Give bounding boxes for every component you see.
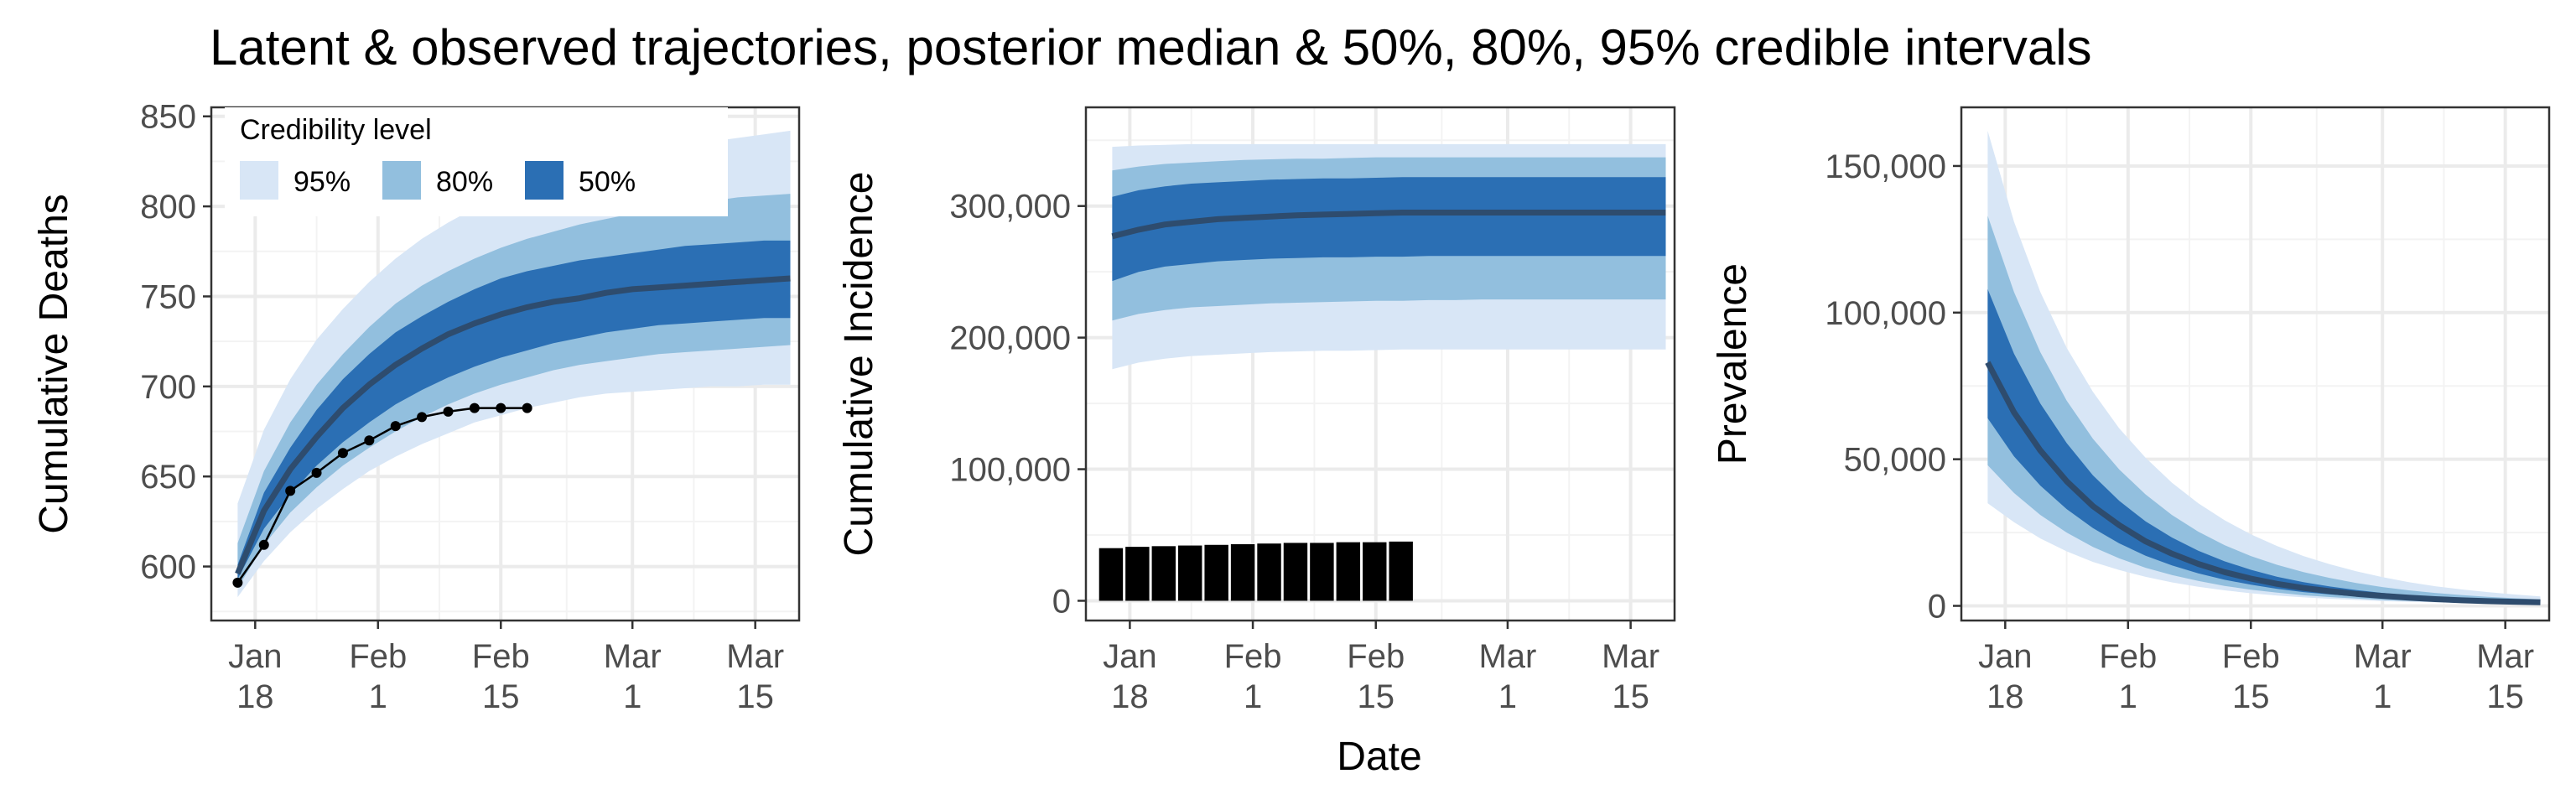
x-tick-label-month: Feb xyxy=(1347,638,1405,675)
x-tick-label-month: Feb xyxy=(2222,638,2280,675)
x-tick-label-day: 18 xyxy=(1987,678,2024,715)
y-tick-label: 300,000 xyxy=(949,189,1071,226)
y-tick-label: 0 xyxy=(1928,589,1946,626)
x-tick-label-day: 15 xyxy=(1358,678,1395,715)
observed-point xyxy=(522,402,532,413)
observed-bar xyxy=(1257,543,1281,601)
observed-bar xyxy=(1336,542,1361,601)
y-tick-label: 650 xyxy=(140,459,196,496)
observed-bar xyxy=(1178,545,1202,601)
observed-point xyxy=(390,421,401,432)
x-tick-label-month: Mar xyxy=(604,638,662,675)
observed-bar xyxy=(1204,544,1228,601)
band-50 xyxy=(1112,177,1666,282)
x-tick-label-day: 1 xyxy=(623,678,641,715)
median-line xyxy=(1985,361,2541,605)
observed-point xyxy=(337,448,348,459)
observed-bar xyxy=(1230,543,1255,601)
x-tick-label-month: Mar xyxy=(1602,638,1659,675)
band-50 xyxy=(237,240,791,579)
panel-border xyxy=(1960,106,2551,622)
x-tick-label-month: Feb xyxy=(472,638,530,675)
observed-point xyxy=(364,435,375,446)
legend: Credibility level 95% 80% 50% xyxy=(225,107,728,216)
observed-bar xyxy=(1098,548,1124,601)
observed-point xyxy=(285,486,296,496)
x-tick-label-day: 18 xyxy=(236,678,274,715)
y-tick-label: 750 xyxy=(140,278,196,315)
observed-bar xyxy=(1125,547,1150,601)
y-tick-label: 850 xyxy=(140,99,196,136)
x-tick-label-month: Jan xyxy=(228,638,283,675)
x-tick-label-day: 1 xyxy=(369,678,387,715)
y-tick-label: 600 xyxy=(140,549,196,586)
y-tick-label: 150,000 xyxy=(1825,148,1946,185)
x-tick-label-month: Mar xyxy=(2354,638,2412,675)
x-tick-label-day: 1 xyxy=(2373,678,2392,715)
observed-point xyxy=(258,539,269,550)
legend-key-95 xyxy=(240,161,278,200)
band-50 xyxy=(1987,288,2541,603)
legend-key-80 xyxy=(382,161,421,200)
y-axis-title: Cumulative Deaths xyxy=(32,194,76,534)
y-tick-label: 200,000 xyxy=(949,320,1071,357)
observed-point xyxy=(496,402,506,413)
legend-label-50: 50% xyxy=(579,166,636,198)
legend-key-50 xyxy=(525,161,564,200)
legend-label-95: 95% xyxy=(293,166,351,198)
y-tick-label: 100,000 xyxy=(949,452,1071,489)
x-tick-label-month: Jan xyxy=(1978,638,2033,675)
observed-point xyxy=(443,406,454,417)
figure-title: Latent & observed trajectories, posterio… xyxy=(210,19,2092,75)
x-tick-label-day: 15 xyxy=(2232,678,2270,715)
x-tick-label-month: Mar xyxy=(1478,638,1536,675)
y-tick-label: 100,000 xyxy=(1825,295,1946,332)
legend-background xyxy=(225,107,728,216)
x-axis-title: Date xyxy=(1337,735,1421,779)
x-tick-label-day: 1 xyxy=(1244,678,1262,715)
observed-bar xyxy=(1283,543,1308,601)
y-axis-title: Cumulative Incidence xyxy=(837,172,881,557)
x-tick-label-day: 1 xyxy=(1498,678,1517,715)
observed-point xyxy=(311,467,322,478)
panel-border xyxy=(1084,106,1676,622)
x-tick-label-month: Mar xyxy=(2476,638,2534,675)
panel-prevalence: 050,000100,000150,000Jan18Feb1Feb15Mar1M… xyxy=(1711,106,2551,715)
observed-point xyxy=(232,577,243,588)
x-tick-label-month: Feb xyxy=(349,638,407,675)
observed-point xyxy=(417,412,428,423)
legend-label-80: 80% xyxy=(436,166,493,198)
x-tick-label-month: Feb xyxy=(1224,638,1282,675)
y-tick-label: 0 xyxy=(1052,583,1071,620)
x-tick-label-day: 15 xyxy=(2486,678,2524,715)
median-line xyxy=(235,275,791,575)
panel-cumulative-incidence: 0100,000200,000300,000Jan18Feb1Feb15Mar1… xyxy=(837,106,1676,715)
x-tick-label-day: 15 xyxy=(482,678,520,715)
x-tick-label-month: Mar xyxy=(726,638,784,675)
x-tick-label-day: 15 xyxy=(1612,678,1649,715)
x-tick-label-month: Feb xyxy=(2099,638,2157,675)
y-tick-label: 700 xyxy=(140,369,196,406)
y-tick-label: 800 xyxy=(140,189,196,226)
y-tick-label: 50,000 xyxy=(1844,442,1946,479)
legend-title: Credibility level xyxy=(240,114,432,146)
observed-bar xyxy=(1151,546,1176,601)
observed-bar xyxy=(1363,542,1387,601)
x-tick-label-day: 18 xyxy=(1111,678,1149,715)
x-tick-label-day: 15 xyxy=(736,678,774,715)
x-tick-label-month: Jan xyxy=(1103,638,1157,675)
observed-bar xyxy=(1310,543,1334,601)
observed-bar xyxy=(1389,541,1413,601)
observed-point xyxy=(469,402,480,413)
x-tick-label-day: 1 xyxy=(2119,678,2137,715)
y-axis-title: Prevalence xyxy=(1711,263,1755,465)
median-line xyxy=(1111,210,1666,240)
